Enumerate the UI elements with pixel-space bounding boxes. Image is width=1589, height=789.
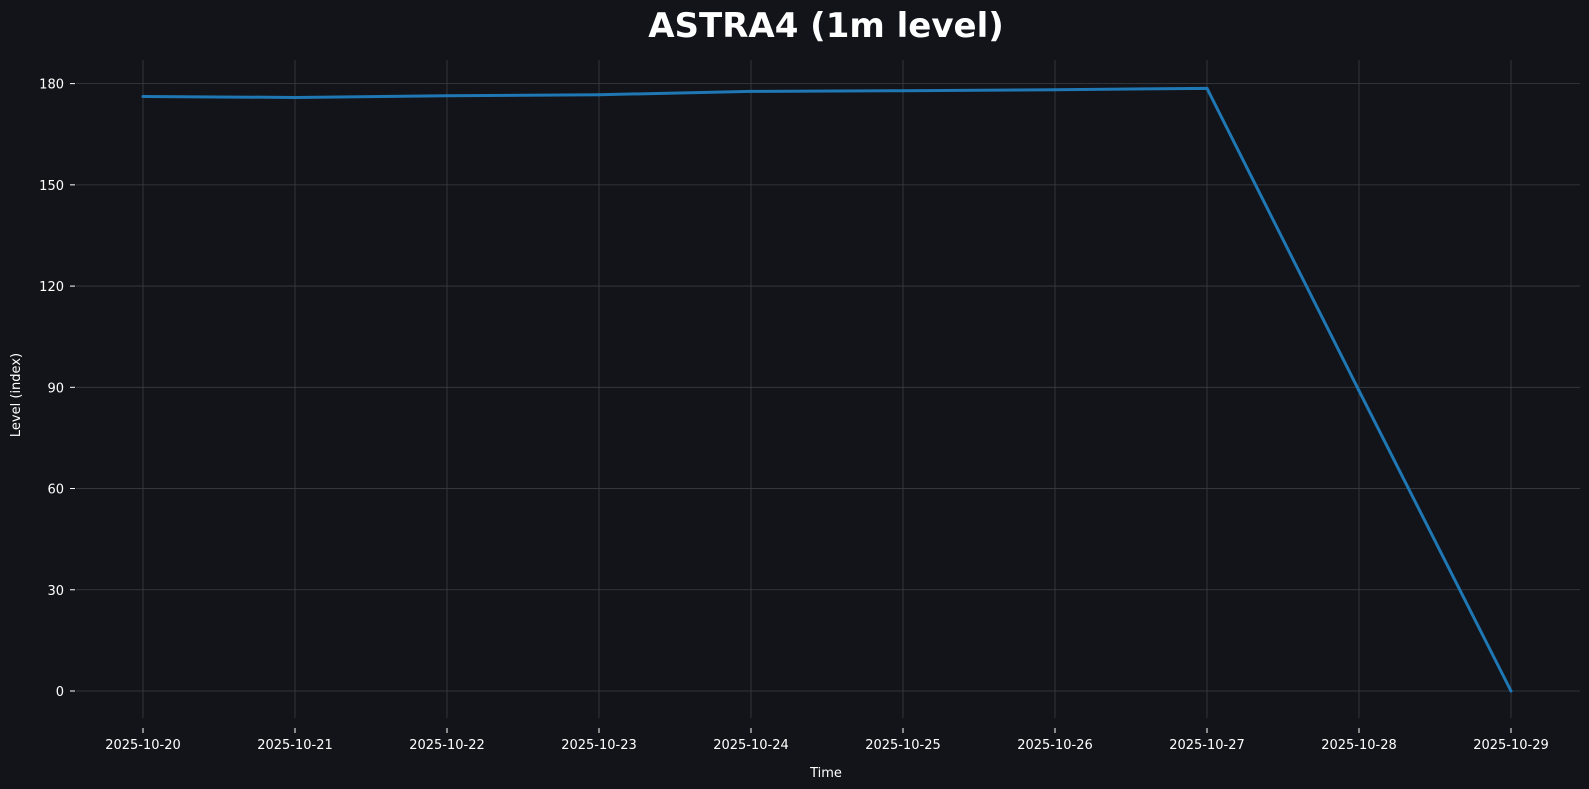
y-tick-label: 180 — [39, 78, 64, 93]
data-point — [1205, 86, 1209, 90]
x-tick-label: 2025-10-22 — [409, 738, 485, 753]
x-tick-label: 2025-10-20 — [105, 738, 181, 753]
y-axis-label: Level (index) — [9, 353, 24, 437]
data-point — [141, 94, 145, 98]
x-axis-label: Time — [809, 766, 842, 781]
data-point — [445, 94, 449, 98]
x-tick-label: 2025-10-21 — [257, 738, 333, 753]
x-tick-label: 2025-10-24 — [713, 738, 789, 753]
x-tick-label: 2025-10-29 — [1473, 738, 1549, 753]
y-tick-label: 90 — [47, 381, 64, 396]
y-tick-label: 120 — [39, 280, 64, 295]
y-tick-label: 60 — [47, 483, 64, 498]
y-tick-label: 0 — [56, 685, 64, 700]
data-point — [597, 93, 601, 97]
series-line — [141, 86, 1513, 693]
x-tick-label: 2025-10-25 — [865, 738, 941, 753]
x-tick-label: 2025-10-28 — [1321, 738, 1397, 753]
data-point — [1053, 88, 1057, 92]
y-tick-label: 150 — [39, 179, 64, 194]
data-points — [141, 86, 1513, 693]
data-point — [1357, 389, 1361, 393]
chart-title: ASTRA4 (1m level) — [648, 6, 1004, 46]
x-axis-ticks: 2025-10-20 2025-10-21 2025-10-22 2025-10-23… — [105, 728, 1549, 753]
x-tick-label: 2025-10-26 — [1017, 738, 1093, 753]
x-tick-label: 2025-10-23 — [561, 738, 637, 753]
grid — [76, 60, 1580, 718]
y-tick-label: 30 — [47, 584, 64, 599]
y-axis-ticks: 0 30 60 90 120 150 180 — [39, 78, 75, 700]
data-point — [1509, 689, 1513, 693]
data-point — [749, 89, 753, 93]
data-point — [293, 95, 297, 99]
x-tick-label: 2025-10-27 — [1169, 738, 1245, 753]
data-point — [901, 89, 905, 93]
